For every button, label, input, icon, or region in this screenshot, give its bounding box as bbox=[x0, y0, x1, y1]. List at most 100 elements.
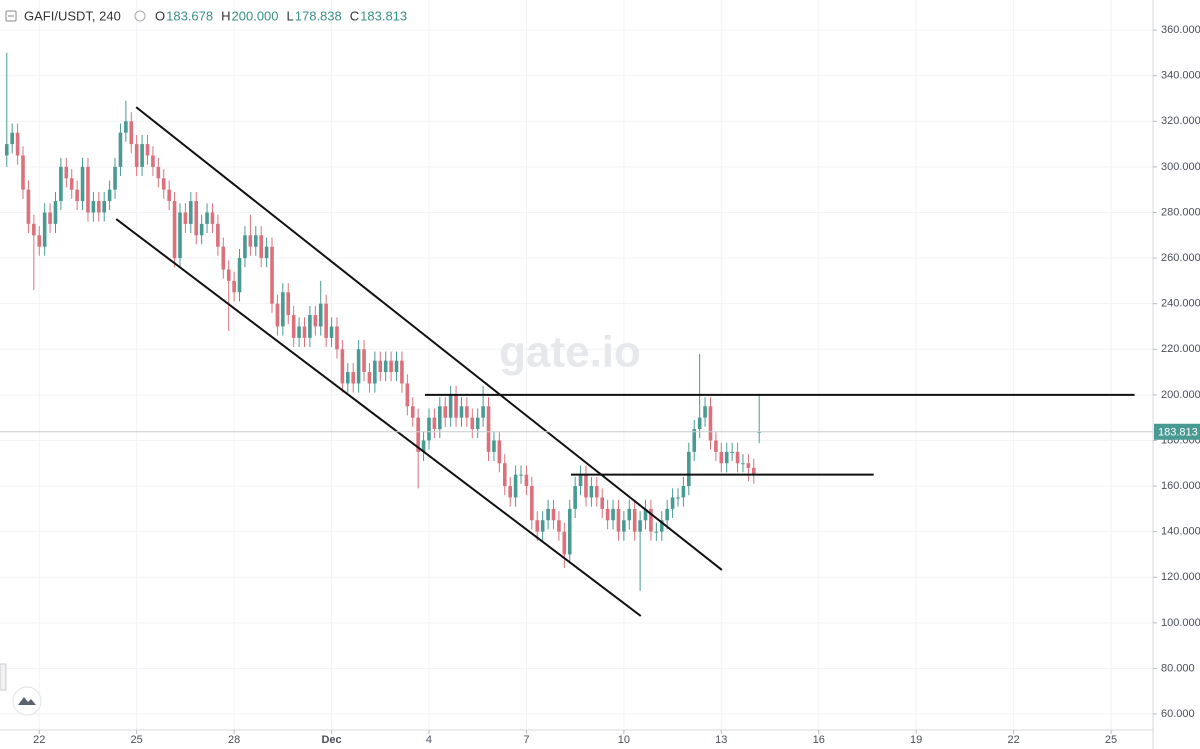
candle-body bbox=[96, 201, 101, 213]
candle-body bbox=[649, 508, 653, 532]
candle-body bbox=[410, 406, 415, 418]
candle-body bbox=[562, 531, 567, 555]
candle-body bbox=[751, 467, 756, 475]
side-toggle[interactable] bbox=[0, 663, 7, 691]
status-icon bbox=[134, 10, 146, 22]
candle-body bbox=[638, 520, 642, 532]
candle-body bbox=[681, 486, 686, 498]
candle-body bbox=[486, 406, 491, 452]
candle-body bbox=[107, 189, 112, 202]
candle-body bbox=[335, 326, 339, 350]
candle-body bbox=[557, 520, 561, 532]
watermark: gate.io bbox=[499, 328, 641, 377]
candle-body bbox=[210, 212, 215, 224]
ohlc-key: H bbox=[221, 8, 230, 23]
candle-body bbox=[594, 486, 599, 498]
candle-body bbox=[69, 178, 74, 190]
candle-body bbox=[735, 451, 740, 464]
y-tick-label: 200.000 bbox=[1161, 389, 1200, 401]
candle-body bbox=[551, 508, 556, 521]
candle-body bbox=[600, 497, 605, 509]
ohlc-value: 183.813 bbox=[360, 8, 407, 23]
candle-body bbox=[573, 486, 577, 509]
candle-body bbox=[519, 474, 523, 476]
grid bbox=[0, 0, 1153, 730]
candle-body bbox=[654, 531, 659, 533]
candle-body bbox=[567, 508, 572, 555]
candle-body bbox=[643, 508, 648, 521]
candle-body bbox=[703, 406, 707, 418]
y-tick-label: 260.000 bbox=[1161, 252, 1200, 264]
candle-body bbox=[216, 223, 220, 247]
y-tick-label: 100.000 bbox=[1161, 617, 1200, 629]
y-tick-label: 120.000 bbox=[1161, 571, 1200, 583]
candle-body bbox=[48, 212, 52, 224]
candle-body bbox=[37, 235, 42, 247]
candle-body bbox=[497, 440, 502, 464]
candle-body bbox=[616, 508, 621, 532]
candle-body bbox=[80, 166, 85, 202]
y-tick-label: 220.000 bbox=[1161, 343, 1200, 355]
candle-body bbox=[4, 144, 9, 156]
candle-body bbox=[248, 235, 253, 247]
candle-body bbox=[741, 463, 745, 465]
ohlc-value: 178.838 bbox=[295, 8, 342, 23]
candle-body bbox=[622, 520, 626, 532]
candle-body bbox=[578, 474, 583, 487]
x-tick-label: 19 bbox=[910, 734, 922, 746]
candle-body bbox=[156, 166, 161, 179]
collapse-icon[interactable] bbox=[5, 10, 17, 22]
candle-body bbox=[611, 508, 615, 521]
candle-body bbox=[313, 315, 318, 327]
y-tick-label: 60.000 bbox=[1161, 708, 1195, 720]
y-tick-label: 160.000 bbox=[1161, 480, 1200, 492]
candle-body bbox=[459, 406, 464, 418]
candle-body bbox=[226, 269, 231, 281]
candle-body bbox=[302, 326, 307, 338]
ohlc-key: L bbox=[287, 8, 294, 23]
x-tick-label: 28 bbox=[228, 734, 240, 746]
candle-body bbox=[75, 189, 79, 202]
candle-body bbox=[232, 280, 236, 293]
x-tick-label: 13 bbox=[715, 734, 727, 746]
candle-body bbox=[454, 394, 458, 418]
candle-body bbox=[286, 292, 291, 316]
candle-body bbox=[400, 360, 404, 384]
candle-body bbox=[140, 144, 144, 167]
candle-body bbox=[53, 201, 58, 224]
candle-body bbox=[378, 360, 383, 373]
x-tick-label: 10 bbox=[618, 734, 630, 746]
candle-body bbox=[719, 451, 724, 464]
candle-body bbox=[730, 451, 734, 453]
candle-body bbox=[665, 508, 669, 521]
candle-body bbox=[481, 406, 485, 418]
candle-body bbox=[324, 303, 328, 338]
candle-body bbox=[427, 417, 431, 441]
plot bbox=[0, 52, 1153, 617]
last-price-label: 183.813 bbox=[1158, 427, 1198, 439]
candle-body bbox=[502, 463, 507, 487]
y-tick-label: 360.000 bbox=[1161, 24, 1200, 36]
y-tick-label: 280.000 bbox=[1161, 206, 1200, 218]
candle-body bbox=[659, 520, 664, 532]
candle-body bbox=[362, 349, 366, 373]
y-tick-label: 320.000 bbox=[1161, 115, 1200, 127]
candle-body bbox=[42, 212, 47, 247]
candle-body bbox=[161, 178, 166, 190]
candle-body bbox=[21, 155, 25, 190]
candle-body bbox=[291, 315, 296, 338]
candle-body bbox=[692, 429, 697, 452]
ohlc-header: O 183.678 H 200.000 L 178.838 C 183.813 bbox=[134, 8, 407, 23]
candle-body bbox=[183, 212, 188, 224]
candle-body bbox=[676, 497, 680, 499]
candle-body bbox=[243, 235, 247, 259]
candle-body bbox=[237, 258, 242, 293]
last-price-box bbox=[1154, 423, 1200, 440]
candle-body bbox=[373, 360, 377, 384]
candle-body bbox=[178, 212, 182, 259]
candle-body bbox=[492, 440, 496, 452]
candle-body bbox=[394, 360, 399, 373]
candle-body bbox=[167, 189, 171, 202]
x-tick-label: 4 bbox=[426, 734, 432, 746]
